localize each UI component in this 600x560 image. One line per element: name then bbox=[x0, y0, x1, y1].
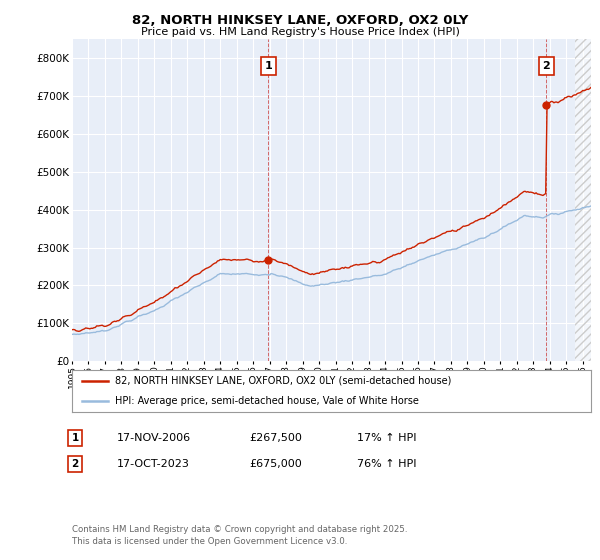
Text: HPI: Average price, semi-detached house, Vale of White Horse: HPI: Average price, semi-detached house,… bbox=[115, 396, 418, 406]
Text: 1: 1 bbox=[71, 433, 79, 443]
Text: £267,500: £267,500 bbox=[249, 433, 302, 443]
Text: 17-OCT-2023: 17-OCT-2023 bbox=[117, 459, 190, 469]
Text: 2: 2 bbox=[71, 459, 79, 469]
Text: 1: 1 bbox=[265, 60, 272, 71]
Bar bbox=[575, 39, 591, 361]
Text: 2: 2 bbox=[542, 60, 550, 71]
Text: £675,000: £675,000 bbox=[249, 459, 302, 469]
Text: 82, NORTH HINKSEY LANE, OXFORD, OX2 0LY (semi-detached house): 82, NORTH HINKSEY LANE, OXFORD, OX2 0LY … bbox=[115, 376, 451, 386]
Text: Contains HM Land Registry data © Crown copyright and database right 2025.
This d: Contains HM Land Registry data © Crown c… bbox=[72, 525, 407, 546]
Text: 17% ↑ HPI: 17% ↑ HPI bbox=[357, 433, 416, 443]
Text: 76% ↑ HPI: 76% ↑ HPI bbox=[357, 459, 416, 469]
Text: 17-NOV-2006: 17-NOV-2006 bbox=[117, 433, 191, 443]
Text: 82, NORTH HINKSEY LANE, OXFORD, OX2 0LY: 82, NORTH HINKSEY LANE, OXFORD, OX2 0LY bbox=[132, 14, 468, 27]
Text: Price paid vs. HM Land Registry's House Price Index (HPI): Price paid vs. HM Land Registry's House … bbox=[140, 27, 460, 37]
Bar bbox=[575, 39, 591, 361]
